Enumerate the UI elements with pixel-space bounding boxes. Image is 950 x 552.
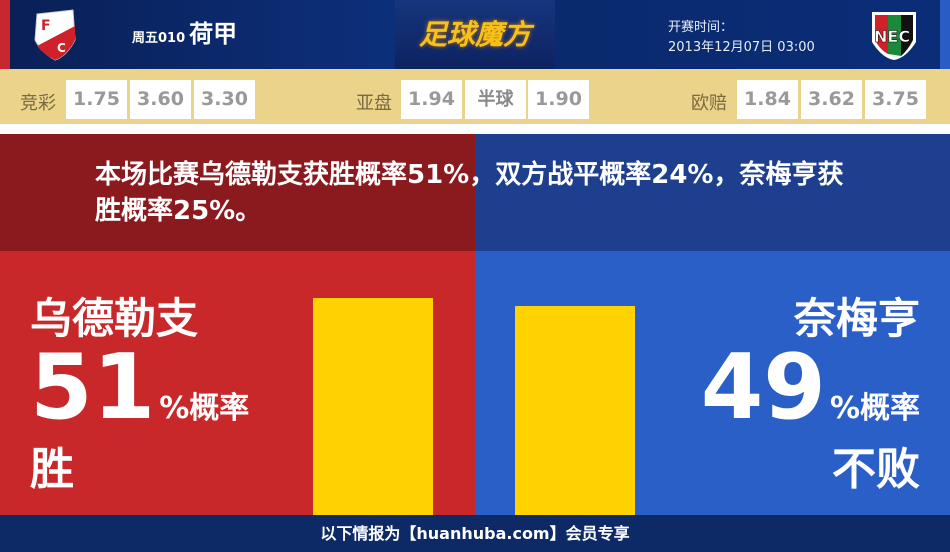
home-team-name: 乌德勒支 [30, 294, 199, 343]
home-percent-unit: %概率 [159, 391, 250, 426]
away-team-name: 奈梅亨 [793, 294, 920, 343]
yapan-handicap: 半球 [465, 80, 526, 119]
league-name: 荷甲 [189, 20, 238, 48]
brand-logo: 足球魔方 [395, 0, 555, 69]
svg-text:C: C [57, 41, 66, 55]
home-color-strip [0, 0, 10, 69]
kickoff-info: 开赛时间： 2013年12月07日 03:00 [668, 18, 815, 58]
oupei-label: 欧赔 [691, 93, 727, 114]
jingcai-label: 竞彩 [20, 93, 56, 114]
away-color-strip [940, 0, 950, 69]
svg-text:NEC: NEC [874, 27, 910, 46]
league-info: 周五010 荷甲 [132, 14, 237, 49]
summary-bg-home [0, 134, 475, 251]
home-panel: 乌德勒支 51 %概率 胜 [0, 251, 475, 515]
yapan-away: 1.90 [528, 80, 589, 119]
members-only-banner[interactable]: 以下情报为【huanhuba.com】会员专享 [0, 515, 950, 552]
oupei-odd-win: 1.84 [737, 80, 798, 119]
jingcai-odd-win: 1.75 [66, 80, 127, 119]
away-percent-unit: %概率 [829, 391, 920, 426]
home-percent: 51 %概率 [30, 343, 249, 454]
away-percent-value: 49 [700, 335, 826, 440]
oupei-odd-loss: 3.75 [865, 80, 926, 119]
away-probability-bar [515, 306, 635, 515]
summary-bg-away [475, 134, 950, 251]
probability-summary: 本场比赛乌德勒支获胜概率51%，双方战平概率24%，奈梅亨获胜概率25%。 [95, 160, 844, 226]
away-team-logo: NEC [872, 12, 916, 60]
home-probability-bar [313, 297, 433, 515]
away-result: 不败 [832, 444, 920, 495]
kickoff-label: 开赛时间： [668, 20, 734, 35]
odds-bar: 竞彩 1.75 3.60 3.30 亚盘 1.94 半球 1.90 欧赔 1.8… [0, 69, 950, 129]
match-header: F C 周五010 荷甲 足球魔方 开赛时间： 2013年12月07日 03:00 … [0, 0, 950, 69]
home-team-logo: F C [34, 9, 76, 61]
jingcai-odd-draw: 3.60 [130, 80, 191, 119]
jingcai-odd-loss: 3.30 [194, 80, 255, 119]
home-percent-value: 51 [30, 335, 156, 440]
kickoff-time: 2013年12月07日 03:00 [668, 40, 815, 55]
oupei-odd-draw: 3.62 [801, 80, 862, 119]
svg-text:F: F [41, 18, 51, 34]
home-result: 胜 [30, 444, 74, 495]
yapan-home: 1.94 [401, 80, 462, 119]
yapan-label: 亚盘 [356, 93, 392, 114]
away-percent: 49 %概率 [701, 343, 920, 454]
away-panel: 奈梅亨 49 %概率 不败 [475, 251, 950, 515]
weekday-code: 周五010 [132, 31, 186, 46]
